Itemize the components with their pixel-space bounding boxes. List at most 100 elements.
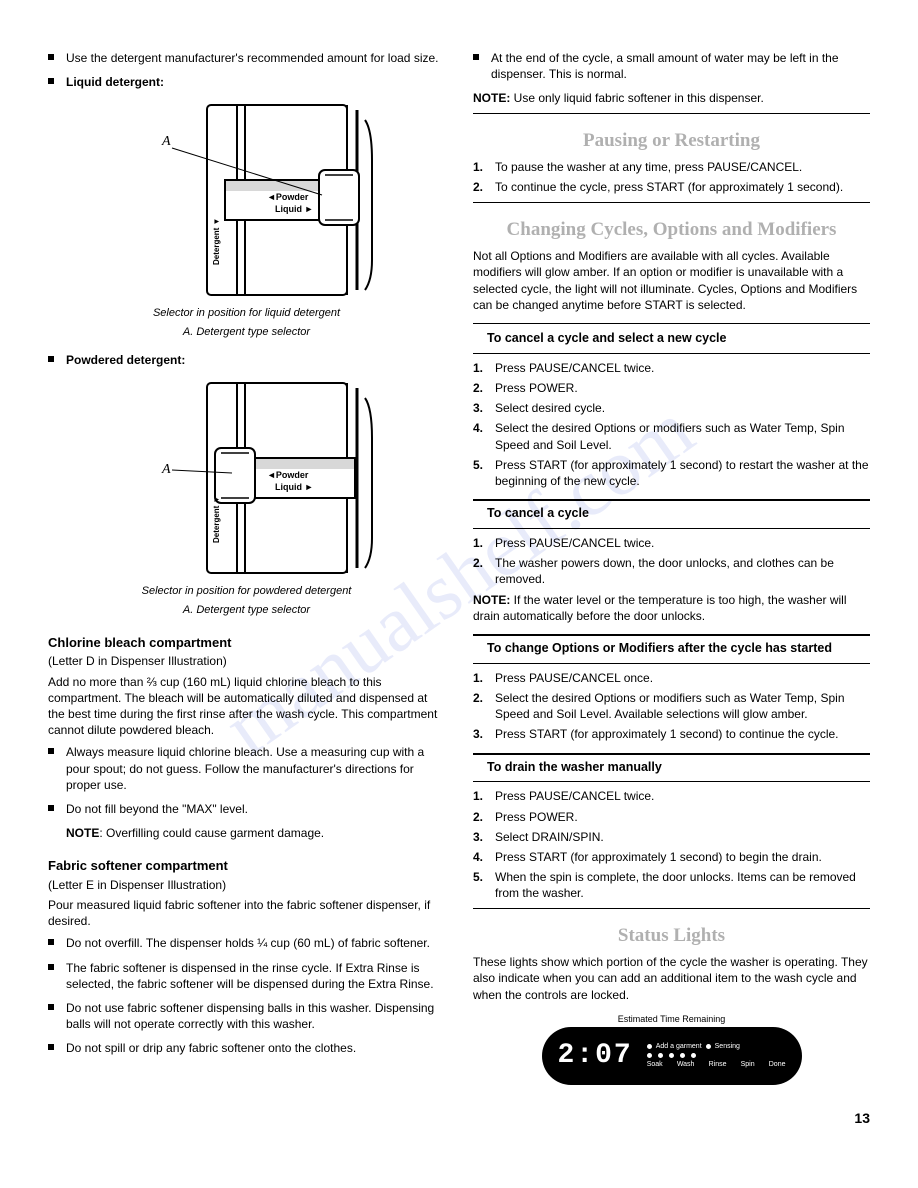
status-line1: Add a garment Sensing [647, 1042, 786, 1051]
bullet-item: Do not overfill. The dispenser holds ¼ c… [48, 935, 445, 951]
change-opts-heading: To change Options or Modifiers after the… [487, 640, 870, 657]
list-text: The washer powers down, the door unlocks… [495, 555, 870, 587]
list-number: 2. [473, 380, 495, 396]
divider [473, 663, 870, 664]
bullet-item: Use the detergent manufacturer's recomme… [48, 50, 445, 66]
pausing-heading: Pausing or Restarting [473, 128, 870, 154]
fabric-letter: (Letter E in Dispenser Illustration) [48, 877, 445, 893]
status-time: 2:07 [558, 1037, 633, 1075]
list-text: To continue the cycle, press START (for … [495, 179, 870, 195]
list-number: 2. [473, 179, 495, 195]
cancel-new-heading: To cancel a cycle and select a new cycle [487, 330, 870, 347]
cancel-list: 1.Press PAUSE/CANCEL twice. 2.The washer… [473, 535, 870, 588]
square-bullet-icon [48, 78, 54, 84]
list-number: 3. [473, 400, 495, 416]
list-number: 2. [473, 809, 495, 825]
dot-icon [658, 1053, 663, 1058]
square-bullet-icon [48, 356, 54, 362]
note-label: NOTE: [473, 91, 510, 105]
list-number: 4. [473, 849, 495, 865]
square-bullet-icon [473, 54, 479, 60]
liquid-detergent-diagram: ◄Powder Liquid ► Detergent ▼ A [107, 100, 387, 300]
left-column: Use the detergent manufacturer's recomme… [48, 50, 445, 1085]
svg-text:Liquid ►: Liquid ► [275, 482, 313, 492]
two-column-layout: Use the detergent manufacturer's recomme… [48, 50, 870, 1085]
list-number: 1. [473, 159, 495, 175]
diagram-caption: Selector in position for powdered deterg… [48, 584, 445, 599]
bullet-text: Use the detergent manufacturer's recomme… [66, 50, 445, 66]
list-item: 1.Press PAUSE/CANCEL once. [473, 670, 870, 686]
list-number: 1. [473, 788, 495, 804]
svg-text:Liquid ►: Liquid ► [275, 204, 313, 214]
drain-heading: To drain the washer manually [487, 759, 870, 776]
bullet-item: Liquid detergent: [48, 74, 445, 90]
list-text: Press PAUSE/CANCEL twice. [495, 788, 870, 804]
square-bullet-icon [48, 939, 54, 945]
list-item: 2.Press POWER. [473, 809, 870, 825]
cancel-new-list: 1.Press PAUSE/CANCEL twice. 2.Press POWE… [473, 360, 870, 489]
list-item: 2.Select the desired Options or modifier… [473, 690, 870, 722]
drain-list: 1.Press PAUSE/CANCEL twice. 2.Press POWE… [473, 788, 870, 901]
bullet-item: Do not use fabric softener dispensing ba… [48, 1000, 445, 1032]
bullet-text: Do not spill or drip any fabric softener… [66, 1040, 445, 1056]
list-number: 2. [473, 690, 495, 706]
chlorine-body: Add no more than ⅔ cup (160 mL) liquid c… [48, 674, 445, 739]
svg-text:Detergent ▼: Detergent ▼ [212, 218, 221, 265]
divider [473, 113, 870, 114]
note-line: NOTE: Use only liquid fabric softener in… [473, 90, 870, 106]
change-opts-list: 1.Press PAUSE/CANCEL once. 2.Select the … [473, 670, 870, 743]
changing-heading: Changing Cycles, Options and Modifiers [473, 217, 870, 243]
list-text: Select the desired Options or modifiers … [495, 690, 870, 722]
divider [473, 499, 870, 501]
step-label: Rinse [709, 1060, 727, 1069]
square-bullet-icon [48, 1044, 54, 1050]
svg-text:◄Powder: ◄Powder [267, 470, 309, 480]
list-text: Press START (for approximately 1 second)… [495, 849, 870, 865]
bullet-item: Powdered detergent: [48, 352, 445, 368]
list-item: 1.Press PAUSE/CANCEL twice. [473, 535, 870, 551]
list-item: 3.Press START (for approximately 1 secon… [473, 726, 870, 742]
list-text: Press PAUSE/CANCEL twice. [495, 360, 870, 376]
list-number: 3. [473, 726, 495, 742]
list-item: 4.Press START (for approximately 1 secon… [473, 849, 870, 865]
diagram-subcaption: A. Detergent type selector [48, 325, 445, 340]
status-heading: Status Lights [473, 923, 870, 949]
list-text: Press PAUSE/CANCEL once. [495, 670, 870, 686]
list-item: 1.Press PAUSE/CANCEL twice. [473, 360, 870, 376]
note-text: : Overfilling could cause garment damage… [99, 826, 324, 840]
square-bullet-icon [48, 964, 54, 970]
bullet-text: The fabric softener is dispensed in the … [66, 960, 445, 992]
changing-body: Not all Options and Modifiers are availa… [473, 248, 870, 313]
list-number: 1. [473, 535, 495, 551]
diagram-subcaption: A. Detergent type selector [48, 603, 445, 618]
note-text: If the water level or the temperature is… [473, 593, 847, 623]
list-text: To pause the washer at any time, press P… [495, 159, 870, 175]
add-garment-label: Add a garment [656, 1042, 702, 1051]
status-display: 2:07 Add a garment Sensing [542, 1027, 802, 1085]
dot-icon [669, 1053, 674, 1058]
list-item: 3.Select desired cycle. [473, 400, 870, 416]
list-text: Select desired cycle. [495, 400, 870, 416]
cancel-note: NOTE: If the water level or the temperat… [473, 592, 870, 624]
list-text: Press START (for approximately 1 second)… [495, 726, 870, 742]
dot-icon [647, 1044, 652, 1049]
chlorine-letter: (Letter D in Dispenser Illustration) [48, 653, 445, 669]
step-label: Soak [647, 1060, 663, 1069]
dot-icon [706, 1044, 711, 1049]
powdered-detergent-diagram: ◄Powder Liquid ► Detergent ▼ A [107, 378, 387, 578]
bullet-text: At the end of the cycle, a small amount … [491, 50, 870, 82]
square-bullet-icon [48, 54, 54, 60]
svg-text:A: A [161, 134, 171, 149]
status-panel: Estimated Time Remaining 2:07 Add a garm… [542, 1013, 802, 1085]
dot-icon [691, 1053, 696, 1058]
list-text: Press POWER. [495, 809, 870, 825]
list-item: 1.Press PAUSE/CANCEL twice. [473, 788, 870, 804]
pausing-list: 1.To pause the washer at any time, press… [473, 159, 870, 195]
square-bullet-icon [48, 805, 54, 811]
divider [473, 353, 870, 354]
list-text: Press START (for approximately 1 second)… [495, 457, 870, 489]
liquid-detergent-label: Liquid detergent: [66, 74, 445, 90]
note-text: Use only liquid fabric softener in this … [510, 91, 763, 105]
powdered-detergent-label: Powdered detergent: [66, 352, 445, 368]
bullet-text: Always measure liquid chlorine bleach. U… [66, 744, 445, 793]
